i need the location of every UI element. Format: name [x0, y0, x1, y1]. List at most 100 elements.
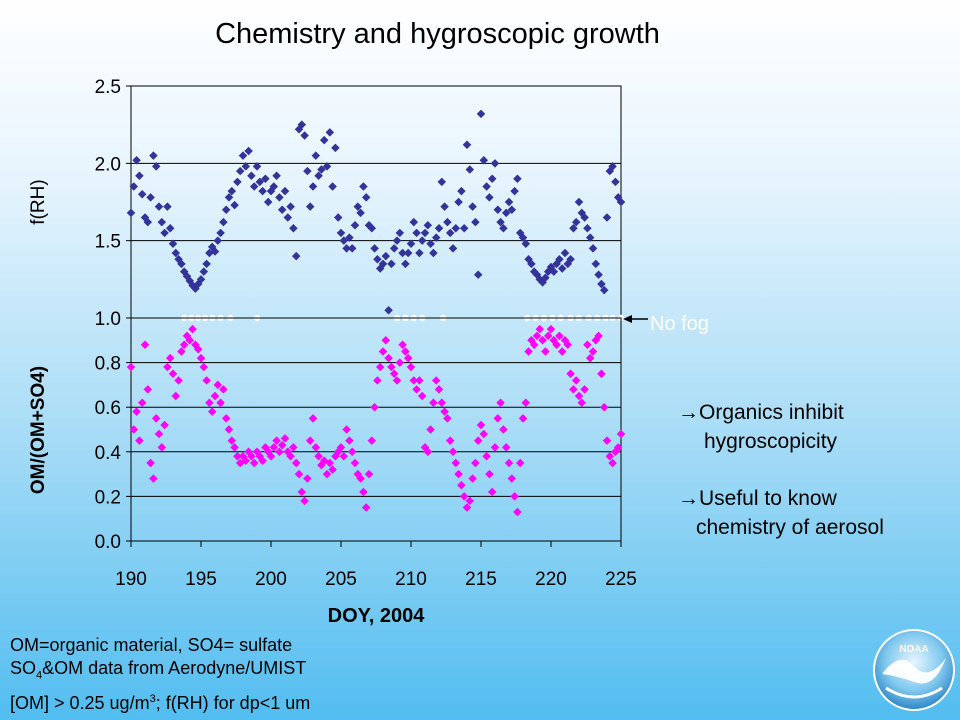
footnote-line-3: [OM] > 0.25 ug/m3; f(RH) for dp<1 um — [10, 688, 310, 715]
top-data-point — [297, 120, 307, 129]
top-data-point — [146, 193, 155, 202]
bottom-data-point — [462, 503, 472, 512]
bottom-data-point — [258, 456, 267, 465]
bottom-data-point — [529, 340, 539, 350]
top-data-point — [401, 259, 410, 269]
top-ytick-label: 2.5 — [95, 77, 121, 98]
bottom-data-point — [521, 398, 531, 407]
top-data-point — [247, 171, 256, 180]
top-data-point — [255, 177, 265, 187]
bottom-data-point — [437, 398, 447, 407]
bottom-data-point — [196, 353, 206, 363]
bottom-data-point — [179, 340, 189, 350]
bottom-data-point — [297, 487, 307, 497]
top-data-point — [249, 182, 259, 191]
bottom-data-point — [367, 436, 377, 445]
bottom-data-point — [241, 456, 251, 465]
bottom-data-point — [535, 324, 545, 334]
top-data-point — [384, 306, 393, 315]
bottom-data-point — [392, 376, 402, 385]
annotation-organics-line2: hygroscopicity — [704, 430, 838, 453]
bottom-data-point — [518, 414, 528, 423]
annotation-chemistry: →Useful to know chemistry of aerosol — [678, 484, 884, 542]
top-data-point — [137, 190, 147, 199]
bottom-data-point — [143, 385, 153, 394]
top-ytick-label: 1.5 — [95, 232, 121, 253]
xtick-label: 190 — [115, 569, 147, 590]
bottom-data-point — [151, 414, 161, 423]
bottom-data-point — [459, 492, 469, 501]
top-data-point — [490, 159, 500, 168]
top-data-point — [412, 228, 421, 238]
top-data-point — [350, 220, 360, 230]
bottom-data-point — [311, 443, 321, 452]
bottom-data-point — [135, 436, 144, 445]
top-data-point — [367, 224, 377, 233]
top-data-point — [541, 273, 550, 283]
bottom-data-point — [345, 436, 354, 445]
top-data-point — [493, 205, 503, 214]
top-data-point — [333, 213, 343, 222]
top-data-point — [216, 228, 225, 238]
top-data-point — [451, 224, 461, 233]
bottom-data-point — [557, 347, 567, 356]
top-data-point — [213, 236, 223, 245]
top-data-point — [233, 177, 242, 187]
top-data-point — [143, 217, 153, 227]
top-data-point — [300, 131, 309, 140]
top-data-point — [235, 166, 245, 176]
top-y-axis-label: f(RH) — [28, 179, 49, 224]
bottom-data-point — [513, 507, 522, 517]
bottom-data-point — [227, 436, 237, 445]
bottom-data-point — [571, 376, 581, 385]
top-data-point — [149, 151, 158, 160]
bottom-data-point — [205, 398, 214, 407]
top-data-point — [499, 224, 508, 233]
bottom-data-point — [230, 443, 239, 452]
bottom-data-point — [384, 353, 393, 363]
top-data-point — [473, 270, 483, 279]
bottom-data-point — [272, 436, 281, 445]
top-data-point — [555, 254, 564, 264]
bottom-data-point — [445, 436, 455, 445]
bottom-data-point — [580, 385, 589, 394]
bottom-data-point — [286, 452, 295, 461]
top-data-point — [322, 162, 332, 171]
top-data-point — [501, 208, 511, 218]
xtick-label: 225 — [605, 569, 637, 590]
bottom-data-point — [328, 465, 337, 474]
axis-labels: f(RH) OM/(OM+SO4) DOY, 2004 — [28, 179, 425, 627]
top-data-point — [168, 239, 178, 249]
xtick-label: 205 — [325, 569, 357, 590]
xtick-label: 215 — [465, 569, 497, 590]
bottom-data-point — [364, 469, 374, 479]
top-data-point — [434, 224, 444, 233]
bottom-data-point — [465, 496, 475, 506]
bottom-data-point — [406, 362, 416, 372]
top-data-point — [566, 254, 575, 264]
top-data-point — [361, 193, 371, 202]
bottom-data-point — [221, 414, 231, 423]
top-plot-area: 1.0 1.5 2.0 2.5 — [95, 77, 626, 330]
bottom-data-point — [566, 369, 575, 378]
top-ytick-label: 1.0 — [95, 309, 121, 330]
top-data-point — [258, 186, 267, 196]
bottom-data-point — [538, 336, 547, 345]
no-fog-label: No fog — [650, 313, 709, 335]
footnote-line-1: OM=organic material, SO4= sulfate — [10, 635, 293, 655]
bottom-data-point — [308, 414, 318, 423]
bottom-ytick-label: 0.8 — [95, 354, 121, 375]
bottom-data-point — [401, 347, 410, 356]
bottom-data-point — [574, 391, 584, 401]
bottom-data-point — [510, 492, 519, 501]
bottom-data-point — [493, 414, 503, 423]
top-data-point — [336, 228, 346, 238]
top-data-point — [471, 217, 480, 227]
top-data-point — [381, 251, 391, 261]
top-data-point — [275, 193, 284, 202]
bottom-data-point — [213, 380, 223, 390]
bottom-data-point — [129, 425, 139, 434]
bottom-data-point — [193, 344, 203, 354]
footnote-so-text: SO — [10, 658, 37, 678]
bottom-data-point — [322, 469, 332, 479]
